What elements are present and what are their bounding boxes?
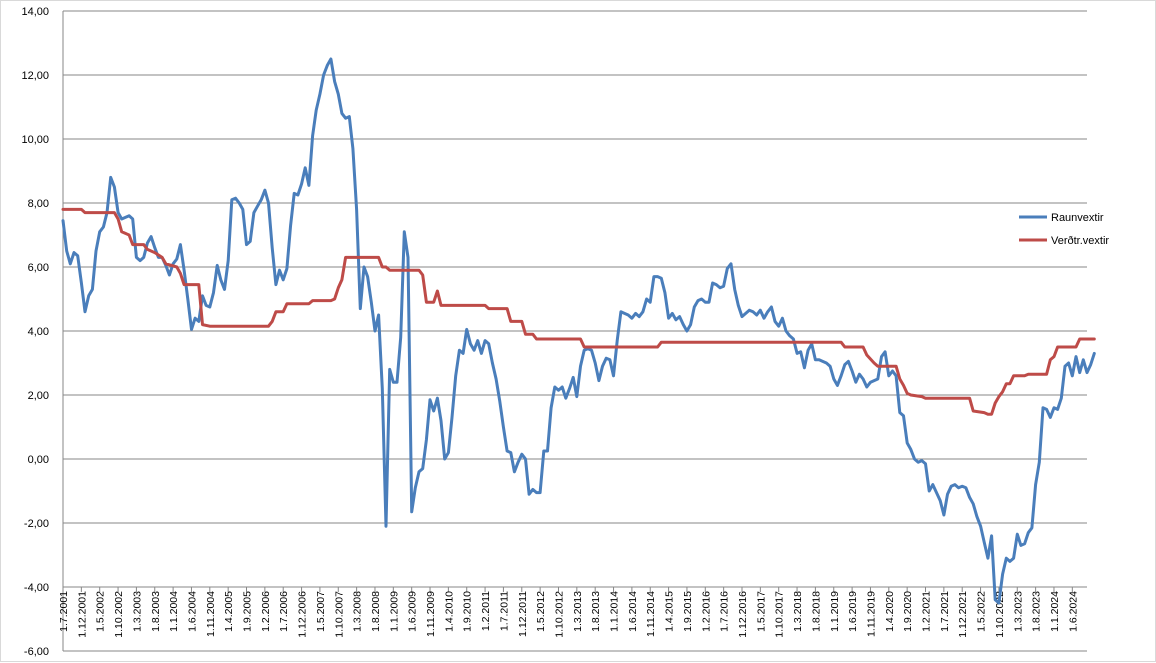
y-tick-label: 10,00: [21, 134, 49, 146]
x-tick-label: 1.3.2018: [792, 591, 804, 632]
x-tick-label: 1.12.2006: [297, 591, 309, 638]
x-tick-label: 1.12.2016: [737, 591, 749, 638]
x-tick-label: 1.2.2006: [260, 591, 272, 632]
x-tick-label: 1.11.2004: [205, 591, 217, 637]
x-tick-label: 1.11.2019: [865, 591, 877, 637]
x-tick-label: 1.6.2004: [186, 591, 198, 632]
x-tick-label: 1.1.2014: [609, 591, 621, 632]
x-tick-label: 1.11.2009: [425, 591, 437, 637]
x-tick-label: 1.5.2012: [535, 591, 547, 632]
x-tick-label: 1.9.2005: [242, 591, 254, 632]
x-tick-label: 1.5.2002: [95, 591, 107, 632]
x-tick-label: 1.5.2022: [976, 591, 988, 632]
x-tick-label: 1.4.2015: [664, 591, 676, 632]
x-tick-label: 1.7.2021: [939, 591, 951, 632]
x-tick-label: 1.6.2024: [1067, 591, 1079, 632]
x-tick-label: 1.9.2020: [902, 591, 914, 632]
y-tick-label: -2,00: [24, 518, 49, 530]
x-tick-label: 1.12.2011: [517, 591, 529, 637]
x-tick-label: 1.3.2008: [352, 591, 364, 632]
x-tick-label: 1.5.2007: [315, 591, 327, 632]
x-tick-label: 1.8.2018: [810, 591, 822, 632]
x-tick-label: 1.10.2017: [774, 591, 786, 638]
y-tick-label: 14,00: [21, 6, 49, 18]
legend: Raunvextir Verðtr.vextir: [1019, 212, 1109, 247]
x-tick-label: 1.7.2001: [58, 591, 70, 632]
legend-label: Raunvextir: [1051, 212, 1104, 224]
x-tick-label: 1.1.2009: [388, 591, 400, 632]
y-tick-label: 4,00: [28, 326, 49, 338]
y-tick-label: 2,00: [28, 390, 49, 402]
x-tick-label: 1.2.2011: [480, 591, 492, 631]
y-tick-label: 8,00: [28, 198, 49, 210]
x-tick-label: 1.2.2021: [921, 591, 933, 632]
legend-label: Verðtr.vextir: [1051, 235, 1109, 247]
x-tick-label: 1.11.2014: [645, 591, 657, 637]
x-tick-label: 1.8.2003: [150, 591, 162, 632]
x-tick-label: 1.6.2009: [407, 591, 419, 632]
x-tick-label: 1.4.2010: [443, 591, 455, 632]
x-tick-label: 1.7.2011: [498, 591, 510, 631]
x-tick-label: 1.4.2020: [884, 591, 896, 632]
x-tick-label: 1.1.2019: [829, 591, 841, 632]
x-tick-label: 1.9.2010: [462, 591, 474, 632]
series-line-raunvextir: [61, 57, 1096, 605]
x-tick-label: 1.10.2002: [113, 591, 125, 638]
x-tick-label: 1.12.2001: [76, 591, 88, 638]
x-tick-label: 1.4.2005: [223, 591, 235, 632]
x-tick-label: 1.7.2016: [719, 591, 731, 632]
y-tick-label: -4,00: [24, 582, 49, 594]
x-tick-label: 1.5.2017: [755, 591, 767, 632]
x-tick-label: 1.3.2023: [1012, 591, 1024, 632]
x-tick-label: 1.3.2013: [572, 591, 584, 632]
x-tick-label: 1.8.2023: [1031, 591, 1043, 632]
x-tick-label: 1.1.2004: [168, 591, 180, 632]
y-tick-label: 6,00: [28, 262, 49, 274]
x-tick-label: 1.3.2003: [131, 591, 143, 632]
series-line-ver-tr-vextir: [61, 207, 1096, 416]
y-tick-label: -6,00: [24, 646, 49, 658]
x-tick-label: 1.7.2006: [278, 591, 290, 632]
x-tick-label: 1.8.2008: [370, 591, 382, 632]
x-tick-label: 1.2.2016: [700, 591, 712, 632]
x-axis-ticks: 1.7.2001 1.12.2001 1.5.2002 1.10.2002 1.3.20…: [58, 587, 1079, 638]
y-tick-label: 0,00: [28, 454, 49, 466]
x-tick-label: 1.6.2014: [627, 591, 639, 632]
x-tick-label: 1.12.2021: [957, 591, 969, 638]
y-axis-ticks: -6,00 -4,00 -2,00 0,00 2,00 4,00 6,00 8,00 10,00…: [21, 6, 49, 658]
x-tick-label: 1.1.2024: [1049, 591, 1061, 632]
x-tick-label: 1.8.2013: [590, 591, 602, 632]
gridlines: [63, 10, 1087, 652]
x-tick-label: 1.10.2012: [553, 591, 565, 638]
x-tick-label: 1.6.2019: [847, 591, 859, 632]
y-tick-label: 12,00: [21, 70, 49, 82]
x-tick-label: 1.10.2007: [333, 591, 345, 638]
x-tick-label: 1.9.2015: [682, 591, 694, 632]
series-lines: [61, 57, 1096, 605]
